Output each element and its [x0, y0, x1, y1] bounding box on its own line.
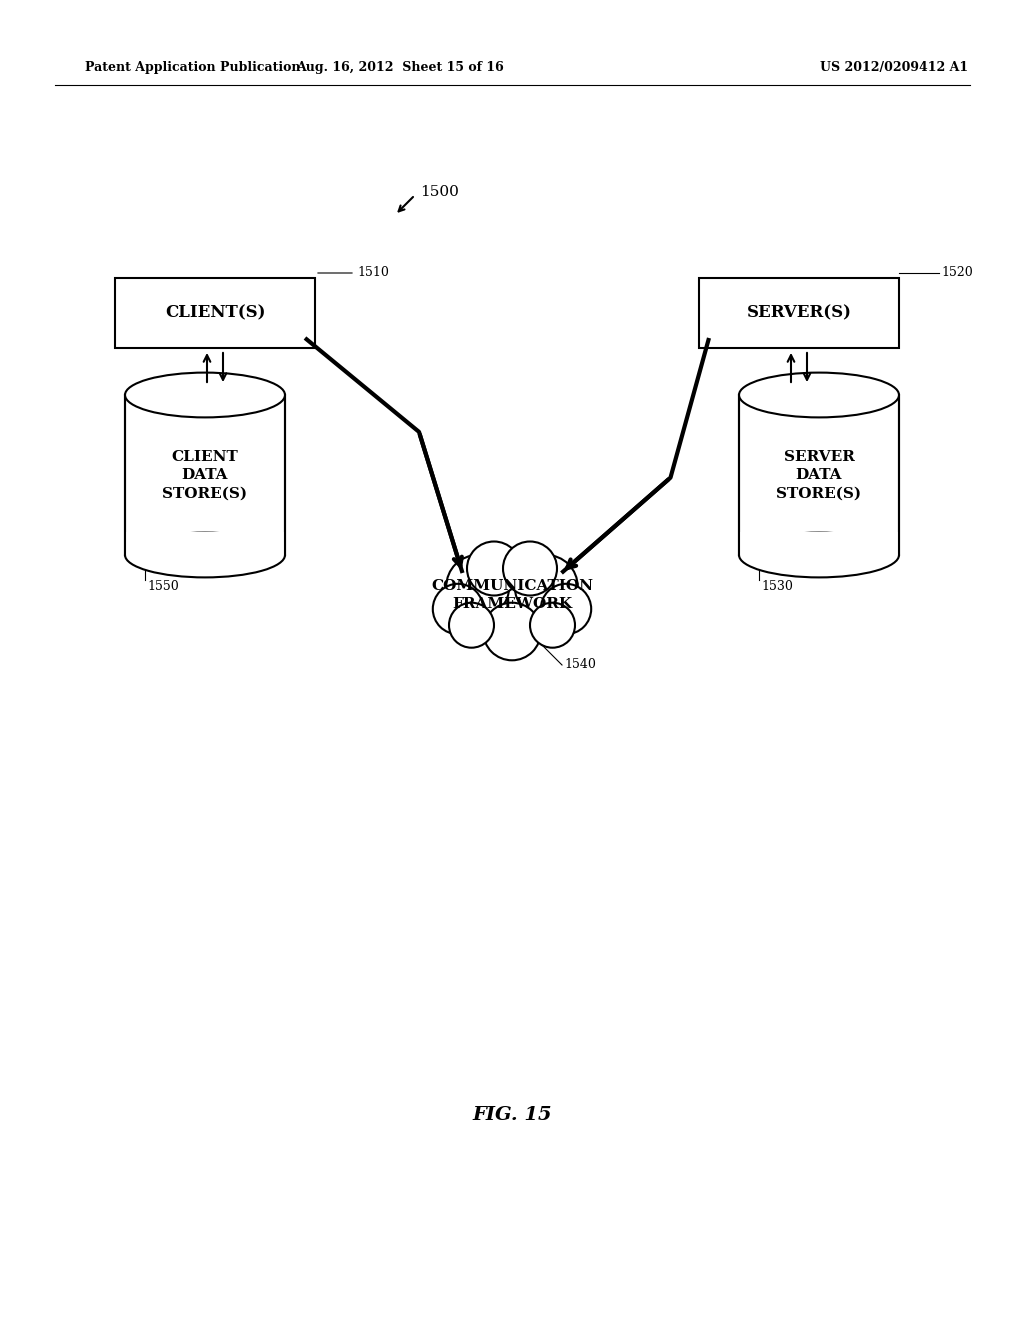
Ellipse shape: [125, 532, 285, 577]
Text: 1530: 1530: [761, 579, 793, 593]
Circle shape: [449, 603, 494, 648]
Bar: [115, 279, 315, 348]
Bar: [699, 279, 899, 348]
Text: Aug. 16, 2012  Sheet 15 of 16: Aug. 16, 2012 Sheet 15 of 16: [296, 62, 504, 74]
Ellipse shape: [739, 532, 899, 577]
Text: 1510: 1510: [357, 267, 389, 280]
Text: SERVER
DATA
STORE(S): SERVER DATA STORE(S): [776, 450, 861, 500]
Text: CLIENT(S): CLIENT(S): [165, 305, 265, 322]
Circle shape: [433, 583, 483, 634]
Circle shape: [446, 554, 509, 618]
Circle shape: [541, 583, 591, 634]
Bar: [125, 395, 285, 554]
Text: 1540: 1540: [564, 659, 596, 672]
Text: CLIENT
DATA
STORE(S): CLIENT DATA STORE(S): [163, 450, 248, 500]
Circle shape: [467, 541, 521, 595]
Text: FIG. 15: FIG. 15: [472, 1106, 552, 1125]
Text: Patent Application Publication: Patent Application Publication: [85, 62, 300, 74]
Bar: [738, 532, 900, 554]
Circle shape: [483, 603, 541, 660]
Text: 1500: 1500: [420, 185, 459, 199]
Text: US 2012/0209412 A1: US 2012/0209412 A1: [820, 62, 968, 74]
Text: COMMUNICATION
FRAMEWORK: COMMUNICATION FRAMEWORK: [431, 578, 593, 611]
Bar: [124, 532, 286, 554]
Circle shape: [515, 554, 578, 618]
Ellipse shape: [739, 372, 899, 417]
Text: 1520: 1520: [941, 267, 973, 280]
Circle shape: [503, 541, 557, 595]
Ellipse shape: [125, 372, 285, 417]
Text: 1550: 1550: [147, 579, 179, 593]
Bar: [739, 395, 899, 554]
Circle shape: [471, 560, 553, 640]
Circle shape: [530, 603, 575, 648]
Text: SERVER(S): SERVER(S): [746, 305, 852, 322]
